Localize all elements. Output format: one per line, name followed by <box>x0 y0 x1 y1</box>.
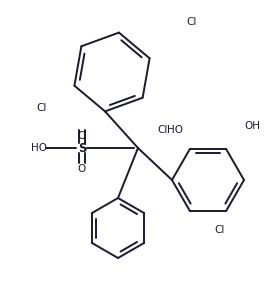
Text: Cl: Cl <box>158 125 168 135</box>
Text: OH: OH <box>244 121 260 131</box>
Text: Cl: Cl <box>215 225 225 235</box>
Text: HO: HO <box>31 143 47 153</box>
Text: O: O <box>78 131 86 141</box>
Text: Cl: Cl <box>37 103 47 113</box>
Text: HO: HO <box>167 125 183 135</box>
Text: S: S <box>78 142 86 155</box>
Text: Cl: Cl <box>187 17 197 27</box>
Text: O: O <box>78 164 86 174</box>
